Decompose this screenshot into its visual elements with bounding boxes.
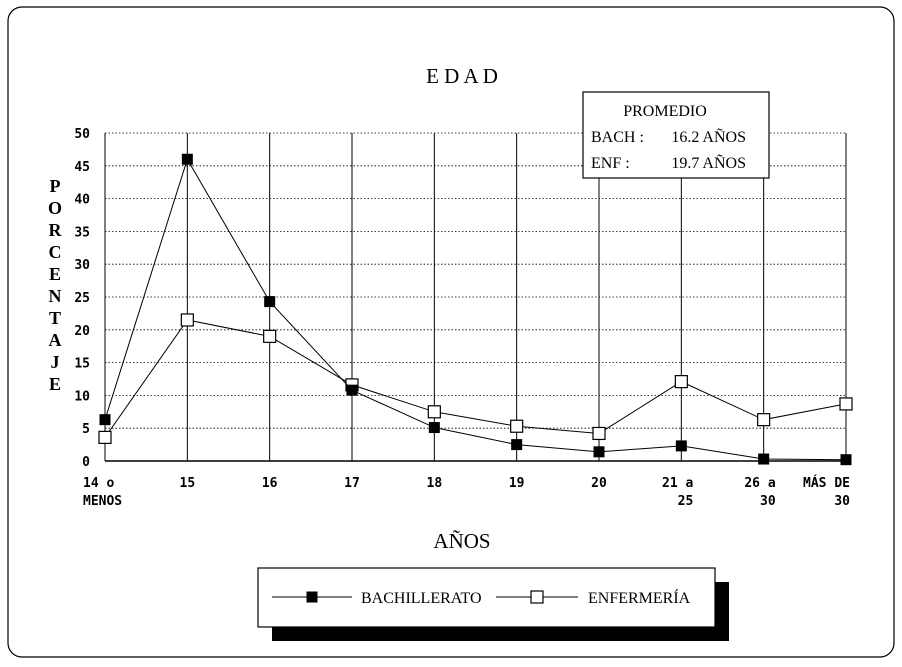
y-axis-label-letter: N xyxy=(49,286,62,306)
y-tick-label: 5 xyxy=(82,422,90,437)
legend-marker-bachillerato xyxy=(306,591,318,603)
x-tick-label: 26 a xyxy=(744,476,775,491)
y-axis-label-letter: R xyxy=(49,220,63,240)
y-tick-label: 25 xyxy=(74,291,90,306)
annotation-bach-label: BACH : xyxy=(591,129,644,146)
point-enfermeria xyxy=(510,419,524,433)
point-enfermeria xyxy=(592,426,606,441)
x-tick-label: 25 xyxy=(678,494,694,509)
y-axis-label-letter: J xyxy=(51,352,60,372)
annotation-bach-value: 16.2 AÑOS xyxy=(671,128,746,146)
y-tick-label: 20 xyxy=(74,324,90,339)
x-tick-label: 19 xyxy=(509,476,525,491)
labels-layer: 0 5 10 15 20 25 30 35 40 45 50 14 o MENOS 15 16 17 18 19 2… xyxy=(48,127,850,509)
x-tick-label: 20 xyxy=(591,476,607,491)
x-tick-label: 16 xyxy=(262,476,278,491)
annotation-title: PROMEDIO xyxy=(623,103,707,120)
y-tick-label: 30 xyxy=(74,258,90,273)
point-enfermeria xyxy=(839,397,853,411)
y-axis-label-letter: E xyxy=(49,264,61,284)
point-enfermeria xyxy=(427,405,441,419)
y-tick-label: 0 xyxy=(82,455,90,470)
y-axis-label-letter: P xyxy=(50,176,61,196)
chart-title: E D A D xyxy=(426,64,498,88)
y-axis-label-letter: C xyxy=(49,242,62,262)
y-tick-label: 15 xyxy=(74,357,90,372)
legend-label-bachillerato: BACHILLERATO xyxy=(361,590,482,607)
series-layer xyxy=(98,153,853,466)
legend: BACHILLERATO ENFERMERÍA xyxy=(257,567,729,641)
x-tick-label: MENOS xyxy=(83,494,122,509)
y-axis-label-letter: A xyxy=(49,330,62,350)
point-bachillerato xyxy=(758,453,770,465)
point-enfermeria xyxy=(98,430,112,444)
x-tick-label: 15 xyxy=(180,476,196,491)
y-tick-label: 50 xyxy=(74,127,90,142)
series-line-bachillerato xyxy=(104,158,847,461)
series-line-enfermeria xyxy=(104,319,847,438)
point-enfermeria xyxy=(263,329,277,343)
point-bachillerato xyxy=(99,414,111,426)
promedio-annotation: PROMEDIO BACH : 16.2 AÑOS ENF : 19.7 AÑO… xyxy=(582,91,770,179)
annotation-box xyxy=(582,91,770,179)
x-tick-label: 21 a xyxy=(662,476,693,491)
point-bachillerato xyxy=(593,446,605,458)
x-tick-label: 17 xyxy=(344,476,360,491)
annotation-enf-label: ENF : xyxy=(591,155,630,172)
annotation-enf-value: 19.7 AÑOS xyxy=(671,154,746,172)
x-tick-label: 30 xyxy=(834,494,850,509)
y-axis-label-letter: O xyxy=(48,198,62,218)
point-bachillerato xyxy=(346,384,358,396)
point-bachillerato xyxy=(428,422,440,434)
y-tick-label: 45 xyxy=(74,160,90,175)
x-tick-label: MÁS DE xyxy=(803,475,850,491)
y-tick-label: 35 xyxy=(74,225,90,240)
point-bachillerato xyxy=(840,454,852,466)
point-enfermeria xyxy=(757,413,771,427)
y-axis-label-letter: T xyxy=(49,308,61,328)
point-bachillerato xyxy=(675,440,687,452)
legend-label-enfermeria: ENFERMERÍA xyxy=(588,588,691,607)
point-enfermeria xyxy=(180,313,194,327)
legend-marker-enfermeria xyxy=(530,590,544,604)
x-tick-label: 18 xyxy=(427,476,443,491)
x-tick-label: 14 o xyxy=(83,476,114,491)
point-bachillerato xyxy=(511,439,523,451)
x-axis-label: AÑOS xyxy=(433,529,490,553)
point-enfermeria xyxy=(674,375,688,389)
x-tick-label: 30 xyxy=(760,494,776,509)
point-bachillerato xyxy=(181,153,193,165)
y-axis-label-letter: E xyxy=(49,374,61,394)
y-tick-label: 40 xyxy=(74,193,90,208)
y-tick-label: 10 xyxy=(74,389,90,404)
point-bachillerato xyxy=(264,296,276,308)
